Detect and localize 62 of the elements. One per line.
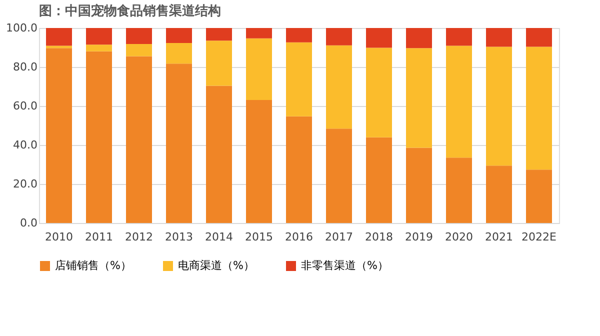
bar	[486, 166, 512, 223]
bar	[366, 137, 392, 223]
legend-label: 电商渠道（%）	[178, 259, 254, 272]
x-tick-label: 2012	[125, 230, 153, 244]
bar	[286, 28, 312, 42]
bar	[126, 28, 152, 44]
y-tick-label: 20.0	[13, 178, 38, 190]
x-tick-label: 2021	[485, 230, 513, 244]
x-tick-label: 2018	[365, 230, 393, 244]
x-tick-label: 2013	[165, 230, 193, 244]
bar	[166, 64, 192, 223]
bar	[366, 28, 392, 48]
y-tick-label: 80.0	[13, 60, 38, 74]
y-tick-label: 60.0	[13, 100, 38, 112]
bar	[486, 28, 512, 47]
bar	[206, 28, 232, 41]
x-tick-label: 2015	[245, 230, 273, 244]
bar	[46, 48, 72, 223]
bar	[166, 28, 192, 44]
y-tick-label: 40.0	[13, 138, 38, 152]
bar	[286, 116, 312, 223]
bar	[446, 28, 472, 46]
bar	[246, 100, 272, 223]
bar	[126, 44, 152, 56]
bar	[86, 28, 112, 45]
bar	[46, 28, 72, 46]
bar	[526, 46, 552, 170]
legend-label: 非零售渠道（%）	[301, 259, 388, 272]
x-tick-label: 2010	[45, 230, 73, 244]
bar	[446, 158, 472, 223]
bar	[86, 44, 112, 52]
x-tick-label: 2017	[325, 230, 353, 244]
bar	[446, 46, 472, 158]
x-tick-label: 2019	[405, 230, 433, 244]
bar	[206, 86, 232, 223]
bar	[526, 28, 552, 47]
bar	[526, 170, 552, 223]
bar	[326, 128, 352, 223]
bar	[406, 28, 432, 48]
bar	[406, 148, 432, 223]
chart-title: 图：中国宠物食品销售渠道结构	[39, 3, 221, 19]
bar	[246, 28, 272, 38]
bar	[326, 28, 352, 46]
bar	[486, 46, 512, 166]
x-tick-label: 2011	[85, 230, 113, 244]
bar	[286, 42, 312, 116]
bar	[246, 38, 272, 100]
x-tick-label: 2022E	[522, 230, 557, 244]
x-tick-label: 2016	[285, 230, 313, 244]
bar	[46, 46, 72, 48]
legend-label: 店铺销售（%）	[55, 259, 132, 272]
bar	[326, 45, 352, 129]
y-tick-label: 0.0	[20, 216, 38, 230]
bar	[406, 48, 432, 148]
bar	[206, 40, 232, 86]
y-tick-label: 100.0	[6, 22, 38, 34]
x-tick-label: 2014	[205, 230, 233, 244]
bar	[166, 43, 192, 64]
bar	[126, 56, 152, 223]
bar	[86, 51, 112, 223]
bar	[366, 48, 392, 138]
x-tick-label: 2020	[445, 230, 473, 244]
